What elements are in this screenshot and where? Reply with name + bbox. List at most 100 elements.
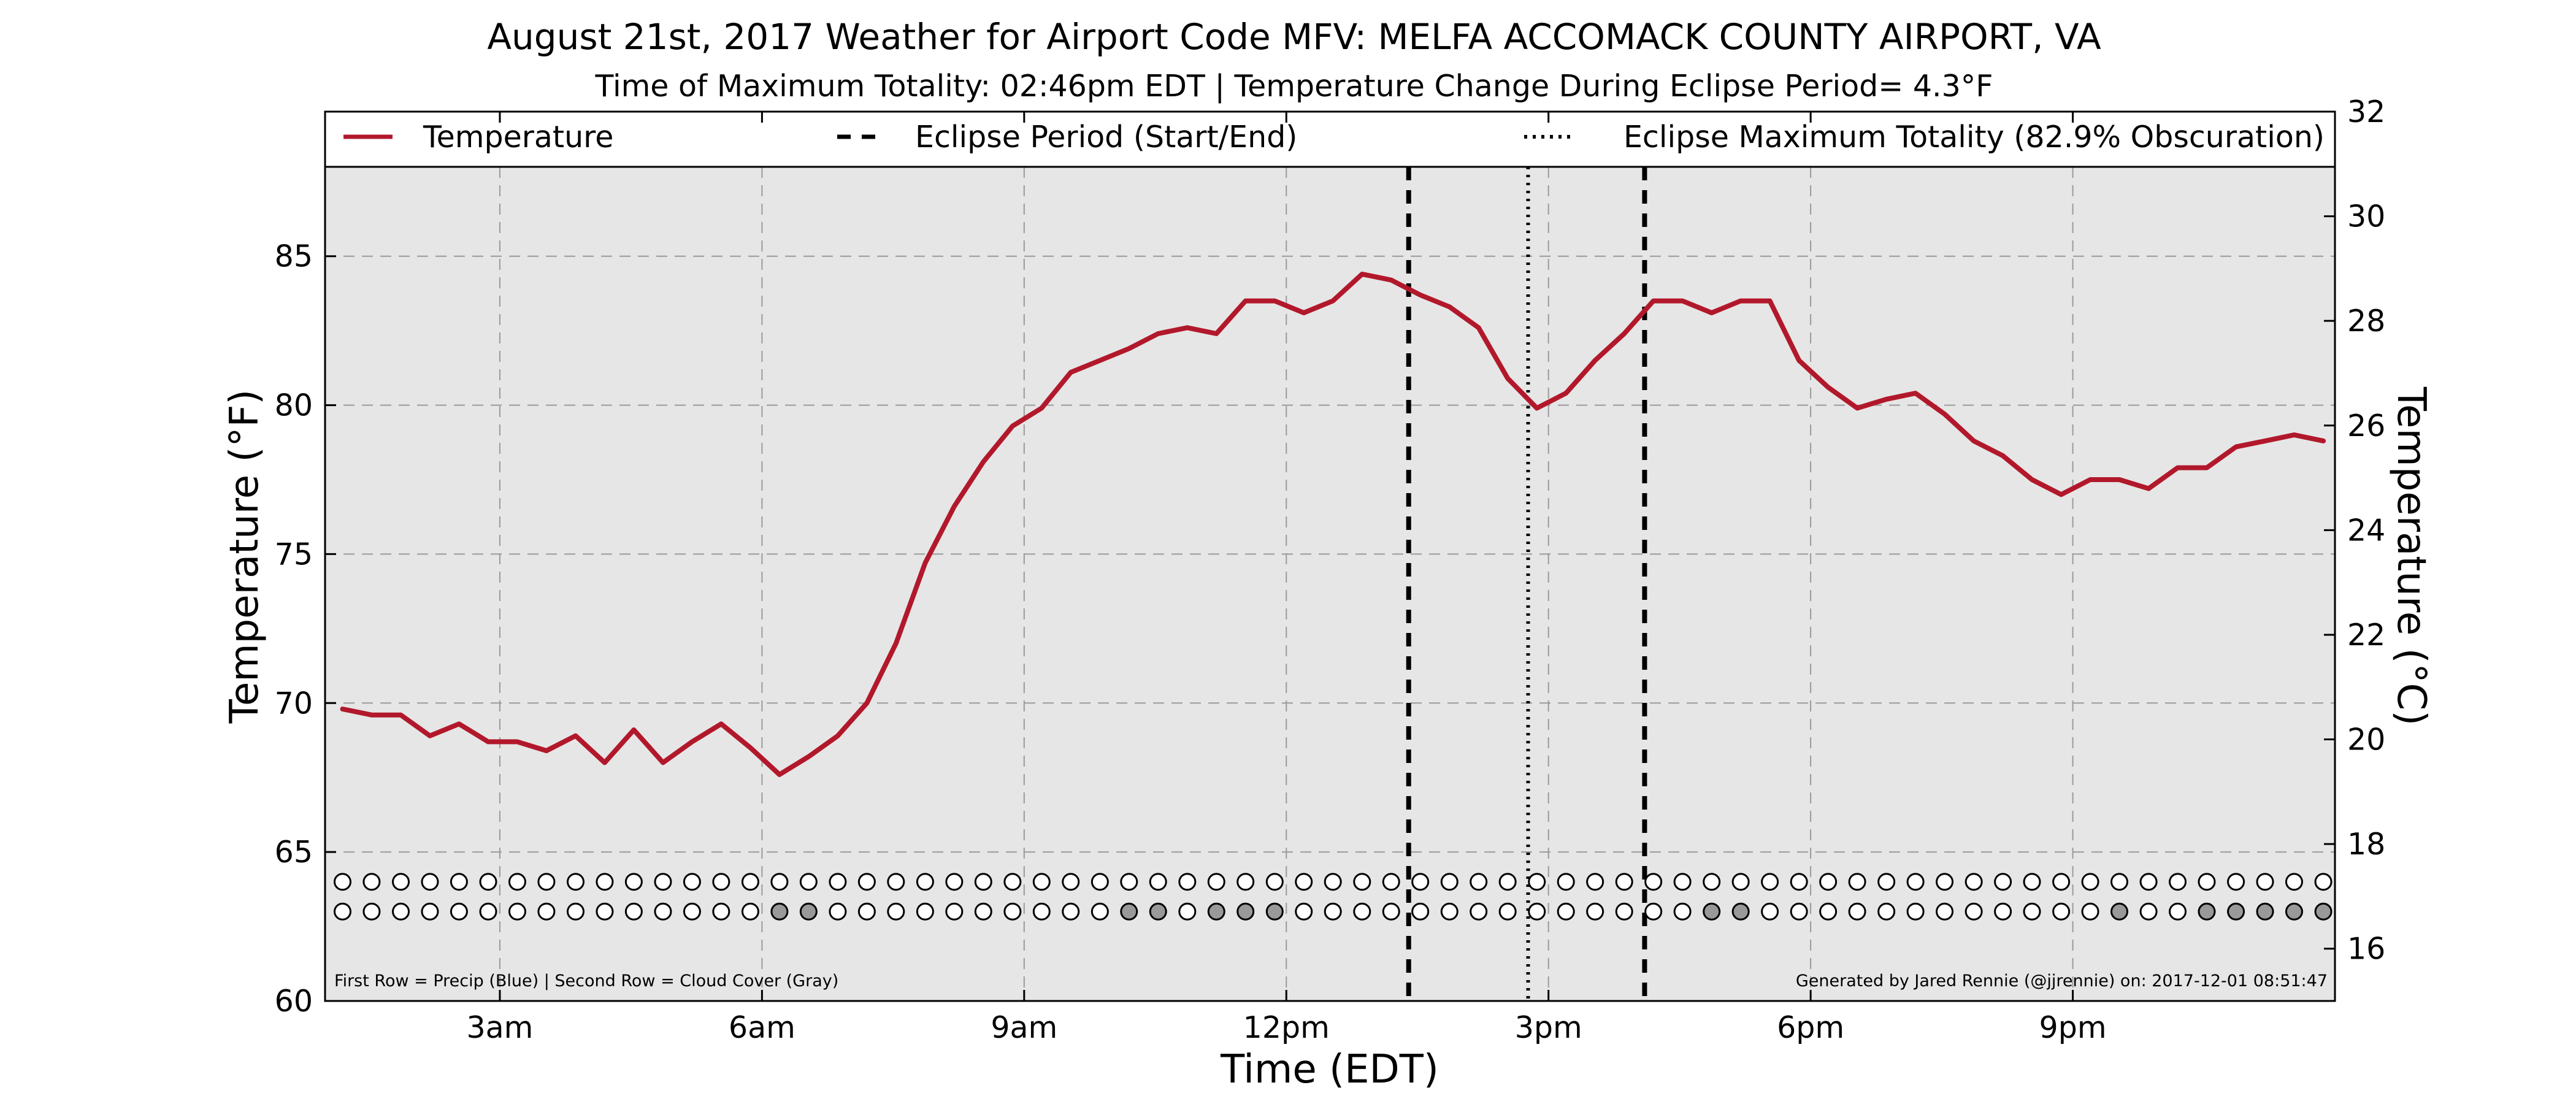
cloud-marker	[1003, 902, 1022, 921]
cloud-marker	[566, 902, 585, 921]
cloud-marker	[1324, 902, 1342, 921]
precip-marker	[1936, 873, 1954, 891]
precip-marker	[1644, 873, 1663, 891]
y-tick-label: 85	[275, 239, 313, 274]
cloud-marker	[945, 902, 964, 921]
y-right-tick-label: 22	[2347, 618, 2385, 653]
plot-area	[325, 167, 2335, 1001]
cloud-marker	[596, 902, 614, 921]
cloud-marker	[421, 902, 439, 921]
cloud-marker	[1557, 902, 1575, 921]
cloud-marker	[1819, 902, 1838, 921]
cloud-marker	[1528, 902, 1546, 921]
precip-marker	[1062, 873, 1080, 891]
precip-marker	[1761, 873, 1779, 891]
cloud-marker	[1936, 902, 1954, 921]
y-tick-label: 75	[275, 537, 313, 572]
cloud-marker	[1149, 902, 1167, 921]
cloud-marker	[1440, 902, 1459, 921]
x-tick-label: 6am	[729, 1010, 795, 1045]
precip-marker	[537, 873, 556, 891]
cloud-marker	[857, 902, 876, 921]
precip-marker	[392, 873, 410, 891]
precip-marker	[2110, 873, 2129, 891]
precip-marker	[916, 873, 934, 891]
precip-marker	[857, 873, 876, 891]
cloud-marker	[770, 902, 789, 921]
precip-marker	[1411, 873, 1430, 891]
plot-frame	[324, 110, 2336, 1002]
precip-marker	[1236, 873, 1255, 891]
precip-marker	[1440, 873, 1459, 891]
precip-marker	[2169, 873, 2187, 891]
precip-marker	[770, 873, 789, 891]
precip-marker	[479, 873, 497, 891]
precip-marker	[654, 873, 672, 891]
cloud-marker	[2169, 902, 2187, 921]
cloud-marker	[1790, 902, 1808, 921]
precip-marker	[333, 873, 351, 891]
x-tick-label: 9am	[991, 1010, 1057, 1045]
y-right-tick-label: 26	[2347, 408, 2385, 443]
series-line-temperature	[340, 271, 2326, 777]
cloud-marker	[1295, 902, 1313, 921]
y-right-tick-label: 20	[2347, 723, 2385, 757]
precip-marker	[2256, 873, 2274, 891]
cloud-marker	[1470, 902, 1488, 921]
legend-temperature-label: Temperature	[423, 120, 613, 155]
precip-marker	[2314, 873, 2333, 891]
precip-marker	[2139, 873, 2158, 891]
annotation-generated-by: Generated by Jared Rennie (@jjrennie) on…	[1796, 972, 2328, 991]
x-tick-label: 9pm	[2039, 1010, 2107, 1045]
legend-eclipse-period-label: Eclipse Period (Start/End)	[915, 120, 1297, 155]
precip-marker	[1032, 873, 1051, 891]
cloud-marker	[624, 902, 643, 921]
y-axis-label: Temperature (°F)	[222, 389, 267, 724]
cloud-marker	[1703, 902, 1721, 921]
precip-marker	[887, 873, 905, 891]
precip-marker	[450, 873, 468, 891]
precip-marker	[1965, 873, 1983, 891]
precip-marker	[1703, 873, 1721, 891]
precip-marker	[1994, 873, 2012, 891]
precip-marker	[2285, 873, 2303, 891]
y-axis-ticks: 60 65 70 75 80 85	[275, 239, 336, 1019]
cloud-marker	[1265, 902, 1284, 921]
precip-marker	[2198, 873, 2216, 891]
precip-marker	[741, 873, 759, 891]
cloud-marker	[2227, 902, 2245, 921]
precip-marker	[1877, 873, 1896, 891]
x-tick-label: 3pm	[1515, 1010, 1582, 1045]
cloud-marker	[1062, 902, 1080, 921]
precip-marker	[974, 873, 992, 891]
cloud-marker	[683, 902, 701, 921]
cloud-marker	[1877, 902, 1896, 921]
x-axis-label: Time (EDT)	[1220, 1047, 1439, 1092]
cloud-marker	[1178, 902, 1197, 921]
precip-marker	[1819, 873, 1838, 891]
precip-marker	[1149, 873, 1167, 891]
cloud-marker	[479, 902, 497, 921]
y-tick-label: 70	[275, 686, 313, 721]
precip-marker	[1324, 873, 1342, 891]
cloud-marker	[1586, 902, 1604, 921]
cloud-marker	[916, 902, 934, 921]
precip-marker	[683, 873, 701, 891]
precip-marker	[1265, 873, 1284, 891]
cloud-marker	[1673, 902, 1692, 921]
cloud-marker	[2110, 902, 2129, 921]
cloud-marker	[1848, 902, 1866, 921]
precip-marker	[2081, 873, 2099, 891]
cloud-marker	[1994, 902, 2012, 921]
cloud-marker	[1644, 902, 1663, 921]
y-right-tick-label: 24	[2347, 513, 2385, 548]
y-tick-label: 80	[275, 388, 313, 423]
cloud-marker	[2052, 902, 2071, 921]
cloud-marker	[887, 902, 905, 921]
cloud-marker	[2256, 902, 2274, 921]
cloud-marker	[1761, 902, 1779, 921]
cloud-marker	[362, 902, 381, 921]
cloud-marker	[1615, 902, 1633, 921]
cloud-marker	[741, 902, 759, 921]
